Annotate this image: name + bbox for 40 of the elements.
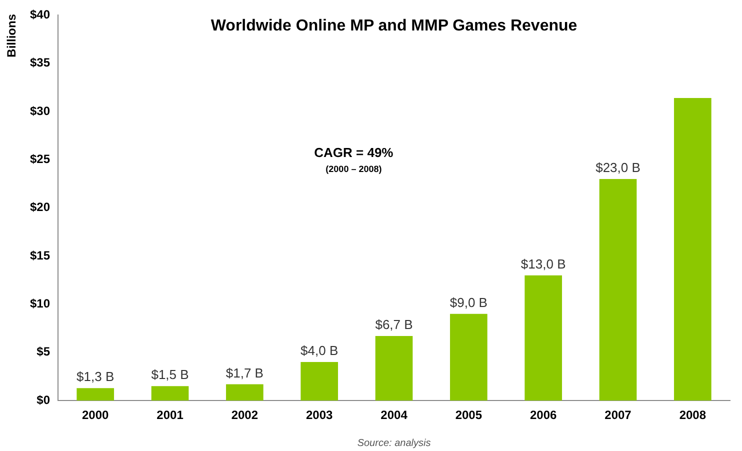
x-tick-label: 2003 — [306, 408, 334, 422]
y-tick-label: $30 — [30, 104, 50, 118]
bar — [450, 314, 488, 401]
bar — [375, 336, 413, 401]
source-note: Source: analysis — [357, 438, 431, 449]
y-tick-label: $0 — [36, 392, 50, 407]
bar — [524, 275, 562, 401]
bar — [76, 388, 114, 401]
data-label: $23,0 B — [596, 160, 640, 176]
y-tick-label: $25 — [30, 152, 50, 166]
y-tick-label: $5 — [36, 344, 50, 359]
x-tick-label: 2007 — [604, 408, 632, 422]
y-axis-title: Billions — [4, 14, 18, 58]
data-label: $4,0 B — [300, 343, 338, 358]
bar — [151, 386, 189, 401]
y-tick-label: $10 — [30, 296, 50, 311]
bar — [674, 98, 712, 401]
x-tick-label: 2002 — [231, 408, 258, 422]
y-tick-label: $40 — [30, 8, 50, 22]
data-label: $6,7 B — [375, 317, 413, 332]
chart-title: Worldwide Online MP and MMP Games Revenue — [210, 17, 578, 34]
annotation: (2000 – 2008) — [326, 164, 382, 174]
x-tick-label: 2000 — [82, 408, 110, 422]
x-tick-label: 2005 — [455, 408, 482, 422]
data-label: $13,0 B — [520, 256, 566, 272]
bar — [599, 178, 637, 401]
bar — [300, 362, 338, 401]
bar — [226, 384, 264, 401]
data-label: $1,7 B — [226, 365, 264, 380]
annotation: CAGR = 49% — [314, 145, 394, 160]
y-tick-label: $15 — [30, 248, 50, 262]
data-label: $1,3 B — [76, 369, 114, 384]
x-tick-label: 2008 — [679, 408, 706, 422]
x-tick-label: 2004 — [380, 408, 408, 422]
x-tick-label: 2001 — [156, 408, 184, 422]
data-label: $9,0 B — [450, 294, 488, 310]
y-tick-label: $35 — [30, 56, 50, 70]
data-label: $1,5 B — [151, 367, 189, 382]
y-tick-label: $20 — [30, 200, 50, 214]
x-tick-label: 2006 — [530, 408, 558, 422]
